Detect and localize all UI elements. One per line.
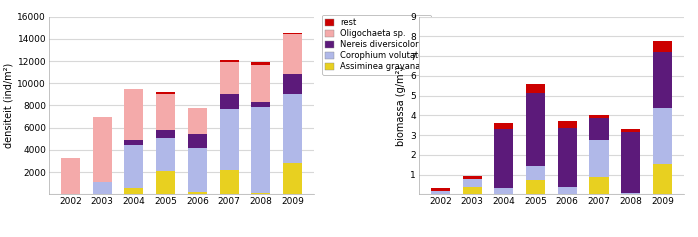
Bar <box>156 138 175 171</box>
Bar <box>188 134 207 148</box>
Bar <box>494 129 513 188</box>
Bar <box>283 163 302 194</box>
Bar <box>156 130 175 138</box>
Bar <box>124 89 143 140</box>
Bar <box>526 166 545 180</box>
Bar <box>558 187 577 194</box>
Bar <box>188 148 207 192</box>
Bar <box>653 109 672 164</box>
Bar <box>526 84 545 93</box>
Bar <box>590 177 609 194</box>
Bar <box>653 52 672 109</box>
Y-axis label: densiteit (ind/m²): densiteit (ind/m²) <box>3 63 13 148</box>
Bar <box>156 92 175 94</box>
Bar <box>653 41 672 52</box>
Bar <box>124 140 143 146</box>
Bar <box>621 132 640 193</box>
Bar <box>124 188 143 194</box>
Bar <box>61 158 80 194</box>
Y-axis label: biomassa (g/m²): biomassa (g/m²) <box>396 65 406 146</box>
Bar <box>621 129 640 132</box>
Bar <box>188 108 207 134</box>
Bar <box>220 170 239 194</box>
Bar <box>558 121 577 128</box>
Bar <box>621 193 640 194</box>
Bar <box>526 93 545 166</box>
Bar <box>251 102 270 107</box>
Bar <box>156 94 175 130</box>
Bar <box>283 94 302 163</box>
Bar <box>188 192 207 194</box>
Bar <box>220 94 239 109</box>
Bar <box>558 128 577 187</box>
Bar <box>590 118 609 140</box>
Bar <box>251 65 270 102</box>
Bar <box>494 123 513 129</box>
Bar <box>251 62 270 65</box>
Bar <box>463 187 482 194</box>
Bar <box>251 193 270 194</box>
Bar <box>251 107 270 193</box>
Bar <box>590 140 609 177</box>
Bar <box>283 34 302 74</box>
Bar <box>283 74 302 94</box>
Legend: rest, Oligochaeta sp., Nereis diversicolor, Corophium volutator, Assiminea graya: rest, Oligochaeta sp., Nereis diversicol… <box>322 15 431 75</box>
Bar <box>431 191 450 194</box>
Bar <box>220 60 239 62</box>
Bar <box>431 188 450 191</box>
Bar <box>124 146 143 188</box>
Bar <box>283 33 302 34</box>
Bar <box>220 62 239 94</box>
Bar <box>526 180 545 194</box>
Bar <box>494 188 513 194</box>
Bar <box>590 115 609 118</box>
Bar <box>93 182 112 194</box>
Bar <box>220 109 239 170</box>
Bar <box>463 176 482 178</box>
Bar <box>156 171 175 194</box>
Bar <box>93 117 112 182</box>
Bar <box>653 164 672 194</box>
Bar <box>463 178 482 187</box>
